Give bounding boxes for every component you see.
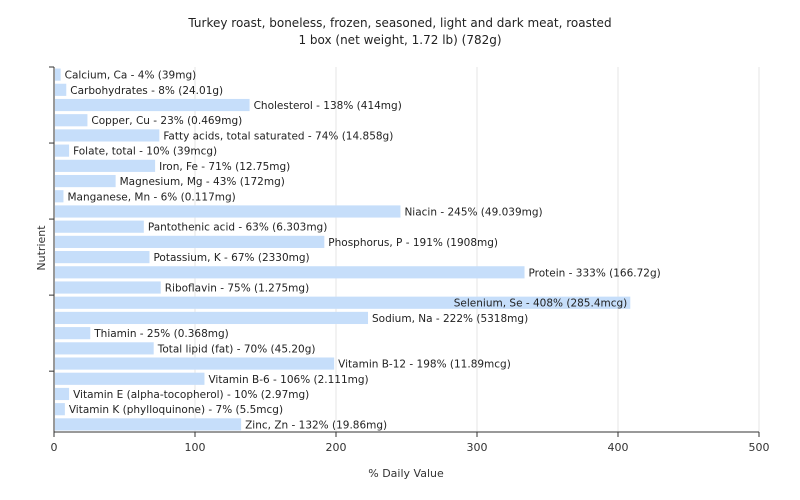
bar <box>55 251 150 264</box>
bar-label: Calcium, Ca - 4% (39mg) <box>65 70 197 82</box>
bar <box>55 296 631 309</box>
bar <box>55 311 369 325</box>
bar-label: Phosphorus, P - 191% (1908mg) <box>328 237 498 249</box>
bar-label: Potassium, K - 67% (2330mg) <box>153 252 309 264</box>
bar <box>55 327 91 340</box>
bar <box>55 235 325 248</box>
bar-label: Selenium, Se - 408% (285.4mcg) <box>454 298 628 310</box>
bar <box>55 144 70 157</box>
bar-label: Protein - 333% (166.72g) <box>529 267 661 279</box>
bar <box>55 357 335 370</box>
bar-label: Total lipid (fat) - 70% (45.20g) <box>157 343 316 355</box>
bar <box>55 418 242 431</box>
bar <box>55 159 156 172</box>
bar-label: Riboflavin - 75% (1.275mg) <box>165 283 309 295</box>
x-tick-label: 500 <box>749 441 770 454</box>
bar-label: Vitamin B-6 - 106% (2.111mg) <box>208 374 368 386</box>
chart-subtitle: 1 box (net weight, 1.72 lb) (782g) <box>298 33 501 47</box>
bar-label: Zinc, Zn - 132% (19.86mg) <box>245 419 387 431</box>
bar-label: Pantothenic acid - 63% (6.303mg) <box>148 222 327 234</box>
bar-label: Folate, total - 10% (39mcg) <box>73 146 217 158</box>
bar <box>55 68 61 81</box>
bar-label: Fatty acids, total saturated - 74% (14.8… <box>163 130 393 142</box>
bar-label: Niacin - 245% (49.039mg) <box>404 206 542 218</box>
bar <box>55 114 88 127</box>
x-tick-label: 0 <box>51 441 58 454</box>
gridlines <box>194 67 760 432</box>
bar-labels: Calcium, Ca - 4% (39mg) Carbohydrates - 8… <box>65 70 661 432</box>
bar-label: Copper, Cu - 23% (0.469mg) <box>91 115 242 127</box>
bar <box>55 342 154 355</box>
bar-label: Thiamin - 25% (0.368mg) <box>93 328 229 340</box>
y-axis-label: Nutrient <box>35 225 48 271</box>
bar-label: Magnesium, Mg - 43% (172mg) <box>120 176 285 188</box>
x-tick-label: 200 <box>326 441 347 454</box>
bar-label: Sodium, Na - 222% (5318mg) <box>372 313 528 325</box>
bar <box>55 266 525 279</box>
bar-label: Manganese, Mn - 6% (0.117mg) <box>67 191 235 203</box>
bar <box>55 98 250 112</box>
x-tick-label: 100 <box>185 441 206 454</box>
bars <box>55 68 631 431</box>
bar-label: Vitamin B-12 - 198% (11.89mcg) <box>338 359 511 371</box>
bar <box>55 220 144 233</box>
bar-label: Iron, Fe - 71% (12.75mg) <box>159 161 290 173</box>
x-tick-label: 400 <box>608 441 629 454</box>
bar <box>55 372 205 385</box>
bar <box>55 129 160 142</box>
bar <box>55 83 67 96</box>
bar <box>55 403 65 416</box>
bar-label: Carbohydrates - 8% (24.01g) <box>70 85 223 97</box>
x-tick-label: 300 <box>467 441 488 454</box>
chart-title: Turkey roast, boneless, frozen, seasoned… <box>187 16 611 30</box>
bar-label: Vitamin K (phylloquinone) - 7% (5.5mcg) <box>69 404 283 416</box>
axes: 0 100 200 300 400 500 <box>49 66 770 454</box>
bar-label: Vitamin E (alpha-tocopherol) - 10% (2.97… <box>73 389 309 401</box>
x-axis-label: % Daily Value <box>368 467 444 480</box>
bar <box>55 387 70 401</box>
bar <box>55 281 161 294</box>
bar <box>55 174 116 188</box>
bar <box>55 190 64 203</box>
bar-label: Cholesterol - 138% (414mg) <box>254 100 402 112</box>
bar <box>55 205 401 218</box>
